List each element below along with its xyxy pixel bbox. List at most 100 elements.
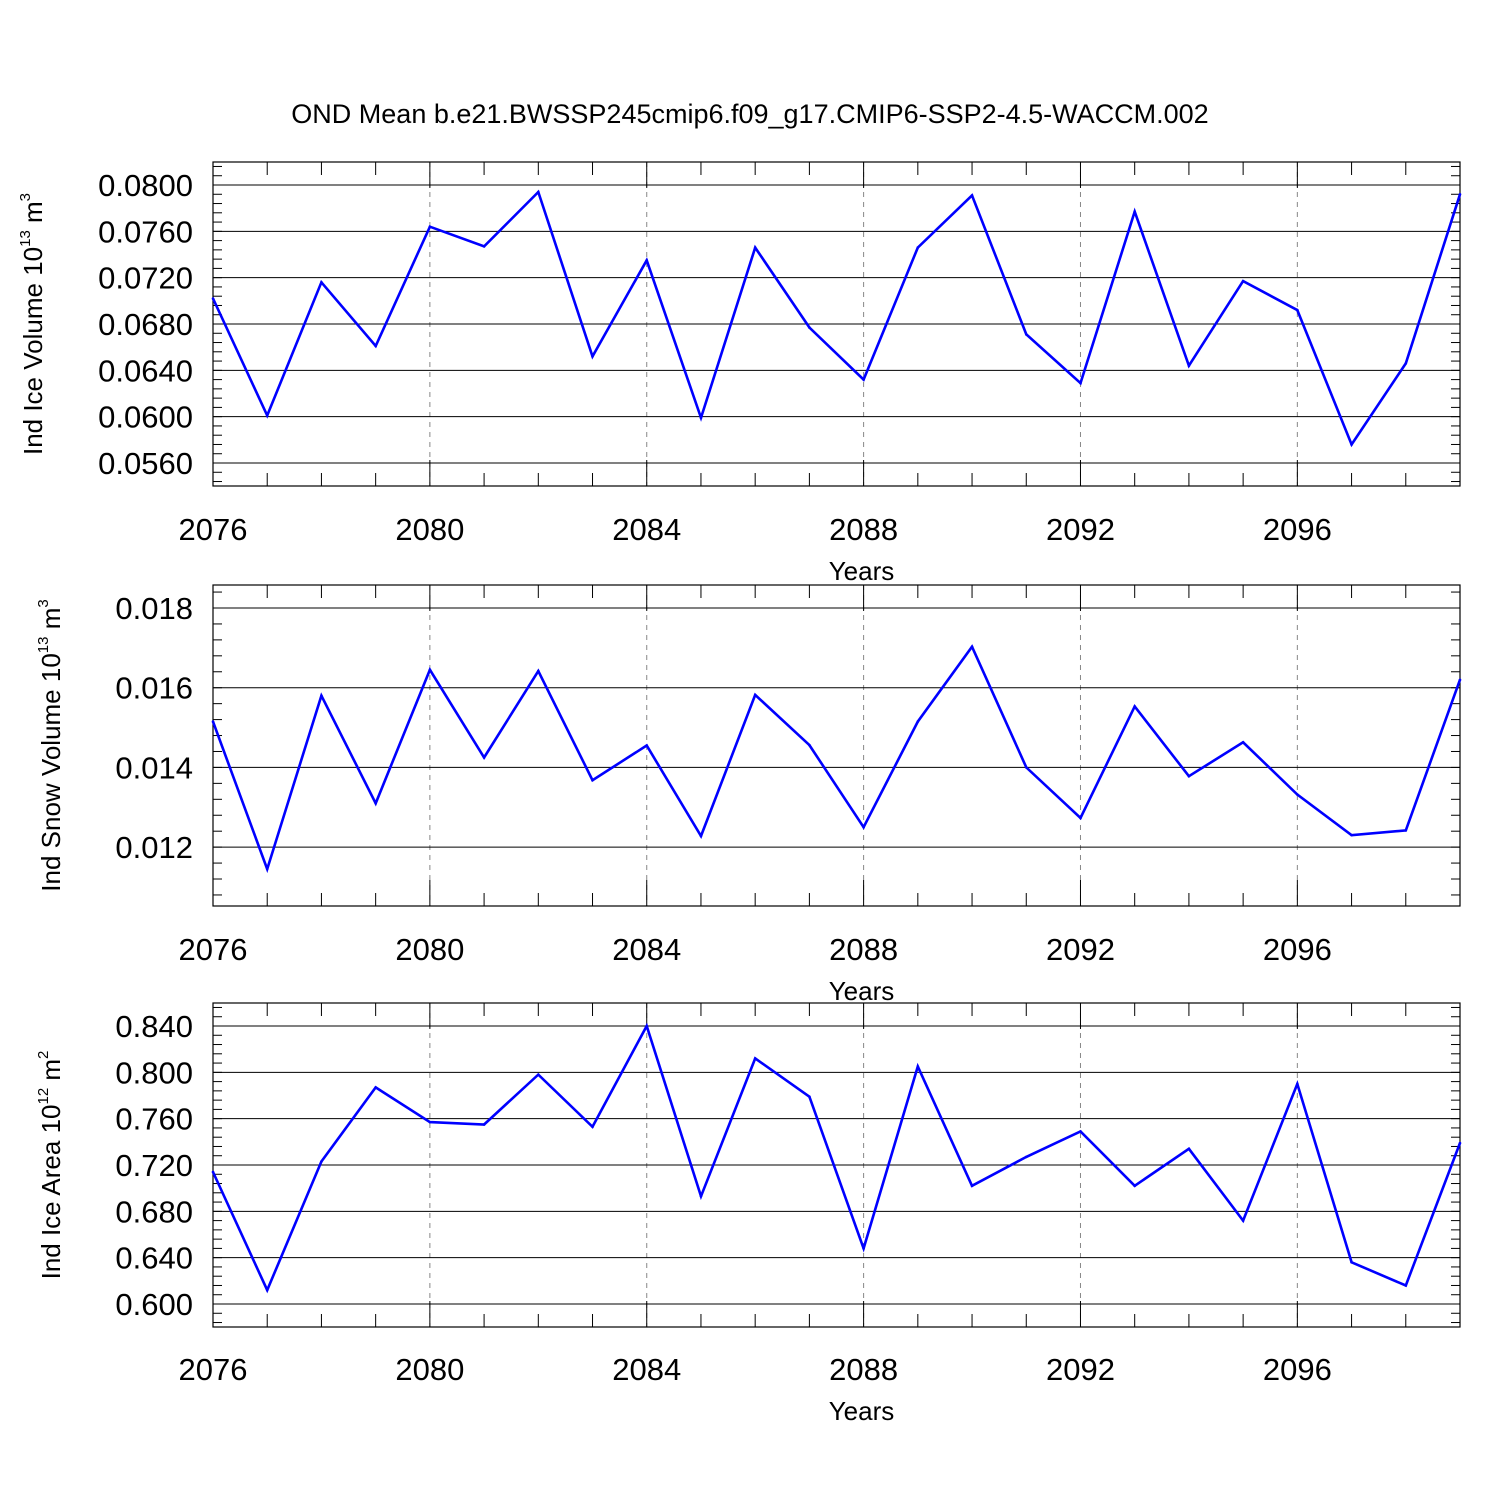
data-point-2083: [591, 355, 594, 358]
y-tick-label: 0.0640: [98, 353, 193, 388]
y-tick-label: 0.840: [115, 1009, 193, 1044]
data-point-2090: [970, 1184, 974, 1188]
data-point-2080: [428, 668, 432, 672]
x-tick-label: 2096: [1263, 512, 1332, 547]
data-point-2078: [320, 1160, 323, 1163]
panel-ice-volume: 0.0560 0.0600 0.0640 0.0680 0.0720 0.0760 0.08…: [17, 161, 1462, 586]
data-point-2095: [1241, 279, 1245, 283]
data-point-2084: [645, 1024, 649, 1028]
data-point-2098: [1404, 829, 1408, 832]
data-point-2077: [265, 414, 269, 417]
y-tick-label: 0.0560: [98, 446, 193, 481]
x-axis-label: Years: [829, 976, 895, 1006]
data-point-2092: [1079, 1130, 1082, 1133]
series-line-ice-area: [211, 1022, 1462, 1294]
data-point-2081: [482, 1123, 486, 1126]
data-point-2094: [1187, 364, 1191, 368]
data-point-2091: [1024, 1155, 1028, 1159]
data-point-2095: [1241, 1219, 1245, 1222]
data-point-2094: [1187, 1147, 1191, 1151]
chart-title: OND Mean b.e21.BWSSP245cmip6.f09_g17.CMI…: [291, 99, 1208, 129]
plot-frame: [212, 584, 1461, 907]
y-axis-label: Ind Ice Area 1012 m2: [35, 1051, 66, 1280]
data-point-2084: [645, 258, 649, 262]
x-axis-label: Years: [829, 556, 895, 586]
y-tick-label: 0.640: [115, 1241, 193, 1276]
data-point-2076: [211, 720, 215, 723]
data-point-2094: [1187, 774, 1191, 778]
data-point-2084: [645, 744, 649, 747]
x-tick-label: 2088: [829, 512, 898, 547]
data-point-2079: [374, 801, 377, 805]
x-tick-label: 2084: [612, 1352, 681, 1387]
series-line-ice-volume: [211, 189, 1462, 448]
data-point-2095: [1241, 741, 1245, 744]
y-axis-label-exponent: 13: [17, 230, 34, 247]
y-tick-label: 0.012: [115, 830, 193, 865]
x-tick-label: 2096: [1263, 1352, 1332, 1387]
x-tick-label: 2084: [612, 932, 681, 967]
data-point-2099: [1458, 192, 1462, 196]
data-point-2089: [916, 1065, 920, 1068]
data-point-2081: [482, 756, 486, 759]
data-point-2091: [1024, 333, 1028, 336]
x-tick-label: 2076: [179, 1352, 248, 1387]
x-tick-label: 2076: [179, 512, 248, 547]
y-tick-label: 0.016: [115, 671, 193, 706]
y-tick-label: 0.600: [115, 1287, 193, 1322]
y-axis-label-text: m: [36, 1059, 66, 1088]
data-point-2093: [1133, 705, 1136, 708]
y-tick-label: 0.800: [115, 1055, 193, 1090]
y-axis-label-text: Ind Ice Volume 10: [18, 247, 48, 455]
data-point-2086: [753, 693, 757, 697]
x-tick-label: 2080: [395, 932, 464, 967]
y-axis-label-text: m: [36, 608, 66, 637]
data-point-2083: [591, 1125, 594, 1129]
data-point-2096: [1296, 793, 1299, 796]
data-point-2090: [970, 645, 974, 648]
data-point-2093: [1133, 210, 1136, 213]
x-tick-label: 2088: [829, 1352, 898, 1387]
data-point-2098: [1404, 1284, 1408, 1287]
data-point-2081: [482, 245, 486, 248]
y-axis-label-text: m: [18, 201, 48, 230]
y-axis-label: Ind Snow Volume 1013 m3: [35, 599, 66, 891]
y-tick-label: 0.018: [115, 591, 193, 626]
y-axis-label-exponent: 2: [35, 1051, 52, 1059]
panel-snow-volume: 0.012 0.014 0.016 0.018 2076 2080 2084 2088 2092…: [35, 584, 1462, 1006]
data-point-2082: [537, 190, 540, 194]
data-point-2082: [537, 1073, 540, 1076]
y-axis-label-text: Ind Ice Area 10: [36, 1105, 66, 1280]
data-point-2097: [1350, 443, 1353, 446]
y-axis-label-exponent: 12: [35, 1088, 52, 1105]
data-point-2077: [265, 1288, 269, 1292]
data-point-2080: [428, 225, 432, 228]
data-point-2076: [211, 297, 215, 300]
y-tick-label: 0.0600: [98, 400, 193, 435]
data-point-2085: [699, 416, 703, 420]
data-point-2086: [753, 1057, 757, 1060]
x-tick-label: 2088: [829, 932, 898, 967]
y-tick-label: 0.720: [115, 1148, 193, 1183]
panel-ice-area: 0.600 0.640 0.680 0.720 0.760 0.800 0.840 2076 2…: [35, 1002, 1462, 1426]
data-point-2088: [862, 825, 865, 829]
data-point-2097: [1350, 1261, 1353, 1264]
data-point-2096: [1296, 1082, 1299, 1086]
x-tick-label: 2080: [395, 512, 464, 547]
data-point-2088: [862, 1247, 865, 1250]
y-axis-label-text: Ind Snow Volume 10: [36, 653, 66, 892]
x-axis-label: Years: [829, 1396, 895, 1426]
data-point-2089: [916, 720, 920, 723]
data-point-2082: [537, 669, 540, 673]
y-tick-label: 0.0800: [98, 168, 193, 203]
y-axis-label-exponent: 13: [35, 637, 52, 654]
y-axis-label-exponent: 3: [17, 193, 34, 201]
data-point-2086: [753, 246, 757, 249]
x-tick-label: 2092: [1046, 932, 1115, 967]
y-axis-label-exponent: 3: [35, 599, 52, 607]
x-tick-label: 2076: [179, 932, 248, 967]
data-point-2090: [970, 194, 974, 197]
x-tick-label: 2080: [395, 1352, 464, 1387]
